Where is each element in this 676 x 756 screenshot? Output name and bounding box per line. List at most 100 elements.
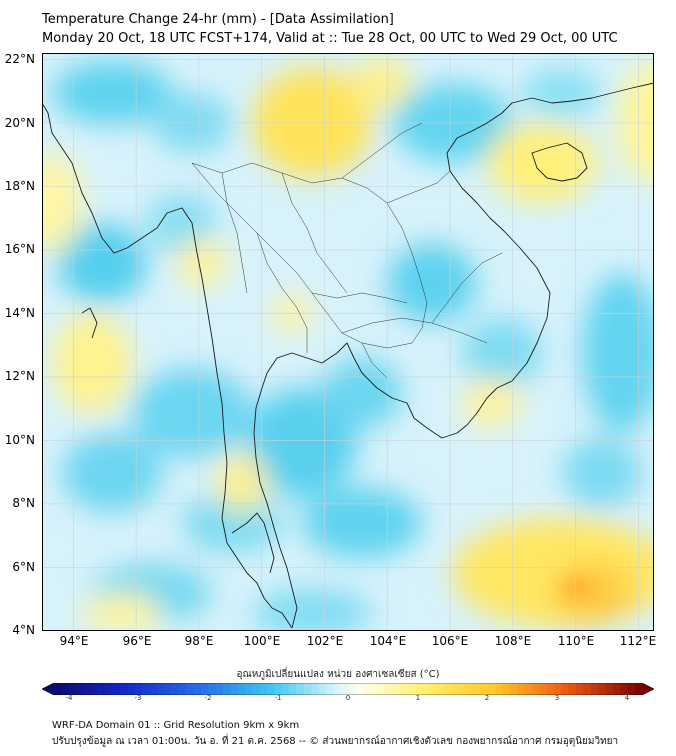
colorbar-cell	[568, 683, 577, 695]
colorbar-cell	[230, 683, 239, 695]
colorbar-cell	[443, 683, 452, 695]
colorbar-cell	[193, 683, 202, 695]
colorbar-cell	[575, 683, 584, 695]
colorbar-cell	[156, 683, 165, 695]
colorbar-cell	[517, 683, 525, 695]
colorbar-cell	[480, 683, 488, 695]
colorbar-cell	[245, 683, 253, 695]
colorbar-cell	[289, 683, 297, 695]
colorbar-cell	[627, 683, 635, 695]
colorbar-cell	[142, 683, 150, 695]
map-subtitle: Monday 20 Oct, 18 UTC FCST+174, Valid at…	[42, 31, 618, 46]
colorbar-cell	[553, 683, 562, 695]
coastlines	[42, 82, 654, 629]
lon-tick-label: 112°E	[619, 634, 657, 648]
colorbar-cell	[61, 683, 69, 695]
colorbar-cell	[149, 683, 158, 695]
colorbar-cell	[83, 683, 92, 695]
colorbar-tick-label: 1	[415, 694, 421, 702]
lat-tick-label: 22°N	[4, 52, 35, 66]
colorbar-tick-label: 2	[484, 694, 490, 702]
colorbar-cell	[311, 683, 319, 695]
colorbar-cell	[421, 683, 430, 695]
colorbar-cell	[208, 683, 216, 695]
colorbar-cell	[267, 683, 275, 695]
colorbar-cell	[414, 683, 422, 695]
colorbar-cell	[237, 683, 246, 695]
colorbar-cell	[333, 683, 341, 695]
colorbar-cell	[619, 683, 628, 695]
warm-core	[563, 578, 591, 598]
map-border	[42, 53, 654, 631]
colorbar	[41, 680, 655, 696]
lat-tick-label: 18°N	[4, 179, 35, 193]
colorbar-cell	[303, 683, 312, 695]
colorbar-cell	[399, 683, 408, 695]
colorbar-cell	[406, 683, 415, 695]
colorbar-cell	[252, 683, 261, 695]
colorbar-cell	[281, 683, 290, 695]
colorbar-cell	[362, 683, 371, 695]
lon-tick-label: 102°E	[306, 634, 344, 648]
lat-tick-label: 10°N	[4, 433, 35, 447]
temperature-change-map	[42, 53, 654, 631]
colorbar-cell	[325, 683, 334, 695]
colorbar-cell	[90, 683, 99, 695]
colorbar-cell	[348, 683, 356, 695]
lat-tick-label: 20°N	[4, 116, 35, 130]
colorbar-cell	[597, 683, 606, 695]
colorbar-cell	[120, 683, 128, 695]
lat-tick-label: 12°N	[4, 369, 35, 383]
colorbar-cell	[318, 683, 327, 695]
colorbar-cell	[524, 683, 533, 695]
lat-tick-label: 16°N	[4, 242, 35, 256]
lat-tick-label: 4°N	[12, 623, 35, 637]
colorbar-cell	[76, 683, 84, 695]
colorbar-cell	[495, 683, 503, 695]
colorbar-title: อุณหภูมิเปลี่ยนแปลง หน่วย องศาเซลเซียส (…	[236, 669, 440, 680]
graticule	[42, 53, 654, 631]
colorbar-cell	[164, 683, 172, 695]
colorbar-cell	[259, 683, 268, 695]
lon-tick-label: 104°E	[369, 634, 407, 648]
lon-tick-label: 100°E	[243, 634, 281, 648]
colorbar-cell	[134, 683, 143, 695]
footer-credit: ปรับปรุงข้อมูล ณ เวลา 01:00น. วัน อ. ที่…	[52, 736, 619, 747]
colorbar-cell	[509, 683, 518, 695]
temperature-field	[42, 58, 654, 631]
colorbar-tick-label: -4	[65, 694, 73, 702]
colorbar-min-extend	[42, 683, 54, 695]
lon-tick-label: 110°E	[557, 634, 595, 648]
colorbar-tick-label: -2	[204, 694, 212, 702]
colorbar-cell	[583, 683, 591, 695]
lat-tick-label: 6°N	[12, 560, 35, 574]
colorbar-cell	[127, 683, 136, 695]
map-title: Temperature Change 24-hr (mm) - [Data As…	[42, 12, 394, 27]
colorbar-cell	[605, 683, 613, 695]
colorbar-cell	[355, 683, 363, 695]
colorbar-max-extend	[642, 683, 654, 695]
colorbar-cell	[178, 683, 187, 695]
admin-boundaries	[191, 122, 503, 379]
colorbar-tick-label: 0	[345, 694, 351, 702]
colorbar-tick-label: 3	[554, 694, 560, 702]
colorbar-cell	[340, 683, 349, 695]
lat-tick-label: 14°N	[4, 306, 35, 320]
lat-tick-label: 8°N	[12, 496, 35, 510]
lon-tick-label: 96°E	[122, 634, 152, 648]
colorbar-cell	[171, 683, 180, 695]
colorbar-cell	[201, 683, 209, 695]
colorbar-cell	[502, 683, 510, 695]
colorbar-cell	[539, 683, 547, 695]
colorbar-cell	[450, 683, 459, 695]
colorbar-tick-label: 4	[624, 694, 630, 702]
lon-tick-label: 94°E	[59, 634, 89, 648]
colorbar-cell	[223, 683, 231, 695]
colorbar-cell	[472, 683, 481, 695]
colorbar-cell	[561, 683, 569, 695]
colorbar-cell	[612, 683, 621, 695]
colorbar-tick-label: -1	[274, 694, 282, 702]
lon-tick-label: 108°E	[494, 634, 532, 648]
colorbar-cell	[54, 683, 62, 695]
colorbar-cell	[546, 683, 555, 695]
